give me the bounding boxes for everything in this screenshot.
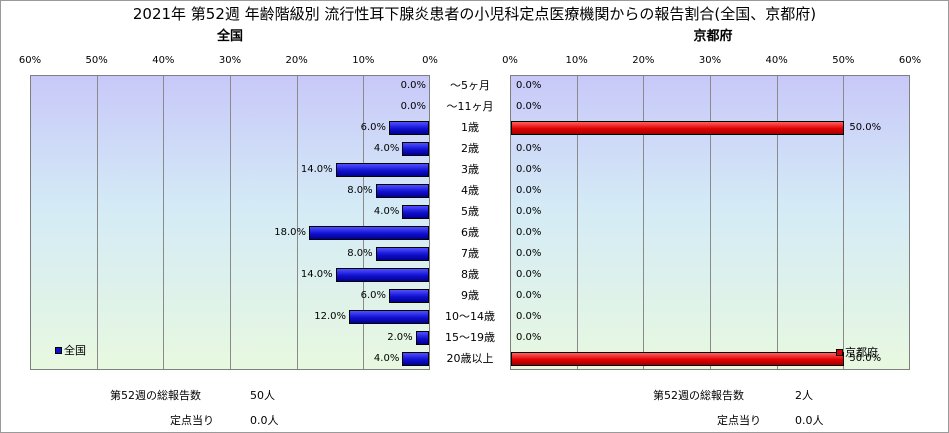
kyoto-gridline (710, 76, 711, 369)
national-value-label: 4.0% (373, 353, 400, 365)
national-value-label: 6.0% (360, 290, 386, 302)
national-bar (375, 247, 429, 262)
age-category-label: 15～19歳 (445, 331, 495, 345)
kyoto-plot-area (510, 75, 910, 370)
age-category-label: ～5ヶ月 (450, 78, 490, 92)
national-value-label: 6.0% (360, 121, 386, 133)
kyoto-legend-label: 京都府 (845, 346, 878, 359)
national-bar (389, 120, 429, 135)
kyoto-tick-label: 50% (832, 55, 855, 66)
national-gridline (96, 76, 98, 369)
national-gridline (230, 76, 231, 369)
kyoto-value-label: 0.0% (516, 205, 542, 217)
kyoto-value-label: 0.0% (516, 248, 542, 260)
national-value-label: 4.0% (373, 142, 400, 154)
national-gridline (363, 76, 365, 369)
kyoto-gridline (776, 76, 778, 369)
national-bar (335, 268, 429, 283)
age-category-label: 20歳以上 (446, 352, 494, 366)
national-bar (402, 204, 429, 219)
kyoto-gridline (843, 76, 845, 369)
kyoto-value-label: 0.0% (516, 227, 542, 239)
kyoto-total-value: 2人 (795, 389, 813, 402)
national-legend-label: 全国 (64, 344, 86, 357)
national-value-label: 4.0% (373, 205, 400, 217)
kyoto-value-label: 0.0% (516, 269, 542, 281)
national-value-label: 14.0% (300, 163, 333, 175)
national-bar (389, 289, 429, 304)
kyoto-bar (511, 120, 845, 135)
age-category-label: 9歳 (461, 289, 479, 303)
national-value-label: 12.0% (314, 311, 346, 323)
national-legend-swatch (55, 346, 62, 354)
age-category-label: 7歳 (461, 247, 479, 261)
national-bar (309, 226, 429, 241)
national-value-label: 0.0% (400, 79, 426, 91)
kyoto-gridline (643, 76, 645, 369)
national-value-label: 18.0% (274, 227, 306, 239)
kyoto-tick-label: 10% (565, 55, 588, 66)
chart-title: 2021年 第52週 年齢階級別 流行性耳下腺炎患者の小児科定点医療機関からの報… (132, 5, 817, 23)
kyoto-tick-label: 60% (898, 55, 922, 66)
kyoto-value-label: 0.0% (516, 332, 542, 344)
national-bar (335, 162, 429, 177)
kyoto-value-label: 0.0% (516, 79, 542, 91)
kyoto-tick-label: 30% (698, 55, 722, 66)
national-per-label: 定点当り (170, 414, 214, 427)
kyoto-value-label: 50.0% (849, 353, 882, 365)
kyoto-value-label: 50.0% (849, 121, 882, 133)
kyoto-value-label: 0.0% (516, 163, 542, 175)
national-panel-title: 全国 (216, 29, 243, 44)
kyoto-value-label: 0.0% (516, 311, 542, 323)
kyoto-tick-label: 40% (765, 55, 788, 66)
national-total-label: 第52週の総報告数 (110, 389, 201, 402)
national-value-label: 8.0% (347, 248, 373, 260)
kyoto-legend-swatch (836, 348, 843, 356)
kyoto-value-label: 0.0% (516, 290, 542, 302)
kyoto-per-value: 0.0人 (795, 414, 824, 427)
national-gridline (163, 76, 165, 369)
national-tick-label: 40% (152, 55, 175, 66)
kyoto-legend: 京都府 (836, 344, 878, 360)
age-category-label: 10～14歳 (445, 310, 495, 324)
national-value-label: 14.0% (300, 269, 333, 281)
national-bar (402, 141, 429, 156)
national-value-label: 0.0% (400, 100, 426, 112)
national-bar (415, 331, 429, 346)
kyoto-bar (511, 352, 845, 367)
kyoto-per-label: 定点当り (717, 414, 761, 427)
national-tick-label: 30% (218, 55, 242, 66)
age-category-label: 6歳 (461, 226, 479, 240)
national-tick-label: 60% (18, 55, 42, 66)
kyoto-value-label: 0.0% (516, 142, 542, 154)
national-bar (402, 352, 429, 367)
kyoto-tick-label: 0% (502, 55, 518, 66)
national-gridline (296, 76, 298, 369)
national-tick-label: 50% (85, 55, 108, 66)
age-category-label: 3歳 (461, 162, 479, 176)
kyoto-gridline (576, 76, 578, 369)
age-category-label: 5歳 (461, 204, 479, 218)
kyoto-total-label: 第52週の総報告数 (653, 389, 744, 402)
national-per-value: 0.0人 (250, 414, 279, 427)
national-tick-label: 20% (285, 55, 308, 66)
kyoto-value-label: 0.0% (516, 100, 542, 112)
kyoto-tick-label: 20% (632, 55, 655, 66)
national-plot-area (30, 75, 430, 370)
kyoto-value-label: 0.0% (516, 184, 542, 196)
kyoto-panel-title: 京都府 (693, 29, 733, 44)
national-tick-label: 0% (422, 55, 438, 66)
national-total-value: 50人 (250, 389, 275, 402)
national-tick-label: 10% (352, 55, 375, 66)
age-category-label: ～11ヶ月 (446, 99, 494, 113)
age-category-label: 2歳 (461, 141, 479, 155)
age-category-label: 1歳 (461, 120, 479, 134)
national-legend: 全国 (55, 342, 86, 358)
national-bar (375, 183, 429, 198)
age-category-label: 4歳 (461, 183, 479, 197)
national-value-label: 2.0% (387, 332, 413, 344)
national-value-label: 8.0% (347, 184, 373, 196)
age-category-label: 8歳 (461, 268, 479, 282)
national-bar (349, 310, 429, 325)
